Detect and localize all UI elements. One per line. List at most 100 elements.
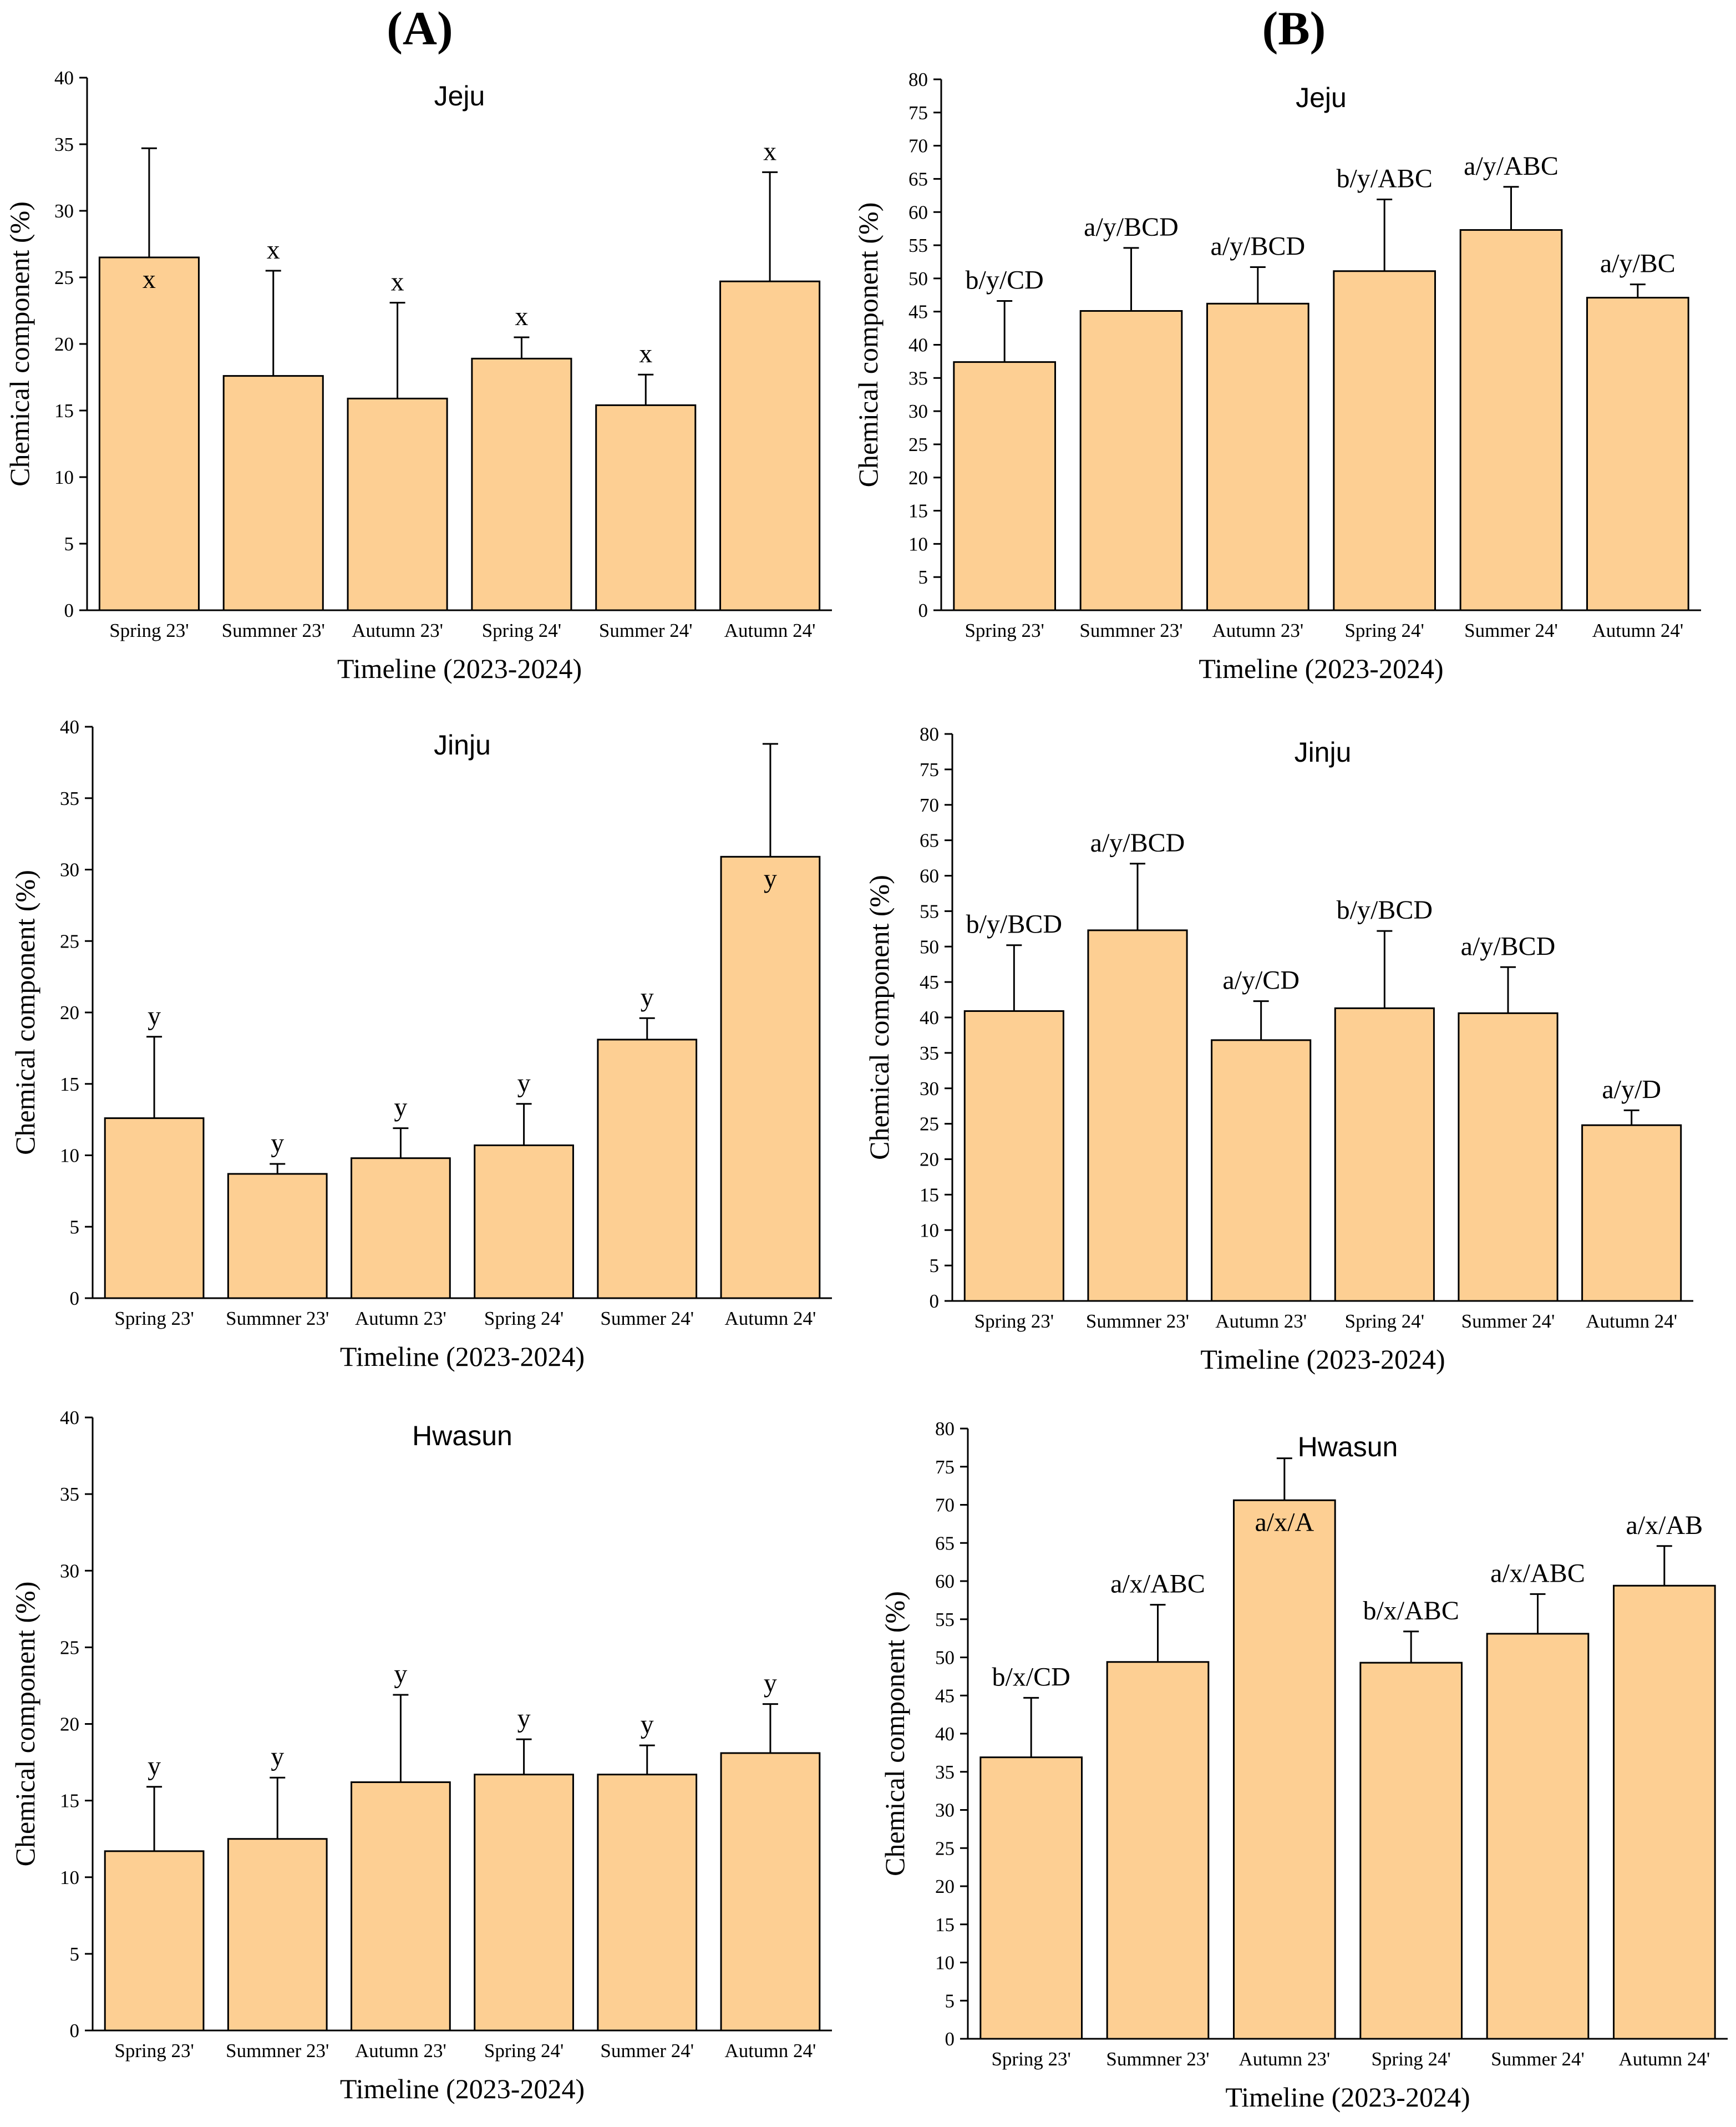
y-tick-label: 70 [908, 135, 928, 157]
y-tick-label: 10 [60, 1145, 79, 1167]
y-tick-label: 30 [908, 401, 928, 422]
bar [471, 357, 572, 611]
y-tick-label: 30 [54, 200, 74, 222]
chart-b-jeju: Jeju b/y/CD Spring 23' a/y/BCD Summner 23' a/… [852, 69, 1701, 684]
y-tick-label: 10 [908, 533, 928, 555]
bar [1486, 1633, 1590, 2040]
category-label: Autumn 23' [352, 620, 443, 641]
bar [963, 1010, 1064, 1302]
y-tick-label: 80 [920, 723, 939, 745]
category-label: Spring 24' [1371, 2048, 1450, 2070]
y-tick-label: 10 [935, 1952, 955, 1974]
data-label: a/x/A [1255, 1507, 1314, 1537]
category-label: Spring 23' [114, 1308, 194, 1329]
category-label: Spring 23' [965, 620, 1044, 641]
y-tick-label: 20 [935, 1876, 955, 1897]
y-tick-label: 0 [918, 600, 928, 621]
y-tick-label: 15 [60, 1790, 79, 1812]
category-label: Autumn 23' [355, 1308, 446, 1329]
y-tick-label: 20 [60, 1002, 79, 1024]
category-label: Summer 24' [1461, 1310, 1555, 1332]
category-label: Summer 24' [1491, 2048, 1585, 2070]
data-label: x [267, 235, 280, 265]
bar [347, 397, 448, 611]
x-axis-label: Timeline (2023-2024) [337, 653, 582, 684]
bar [1079, 310, 1183, 611]
y-tick-label: 45 [920, 971, 939, 993]
category-label: Spring 24' [484, 1308, 564, 1329]
category-label: Spring 23' [109, 620, 189, 641]
bar [720, 1752, 821, 2032]
data-label: b/y/BCD [1337, 895, 1433, 925]
bar [98, 256, 200, 611]
y-axis-label: Chemical component (%) [852, 202, 884, 488]
y-tick-label: 0 [930, 1290, 940, 1312]
y-tick-label: 25 [935, 1837, 955, 1859]
category-label: Autumn 24' [1618, 2048, 1710, 2070]
chart-b-hwasun: Hwasun b/x/CD Spring 23' a/x/ABC Summner 23'… [879, 1418, 1728, 2113]
bar [719, 280, 821, 611]
y-axis-label: Chemical component (%) [864, 875, 895, 1160]
y-tick-label: 0 [945, 2028, 955, 2050]
bar [1459, 229, 1563, 611]
category-label: Summner 23' [226, 1308, 329, 1329]
y-tick-label: 25 [60, 1637, 79, 1658]
data-label: x [515, 302, 528, 331]
data-label: a/x/ABC [1490, 1558, 1585, 1588]
bar [1586, 297, 1689, 611]
data-label: y [394, 1093, 407, 1122]
bar [1233, 1499, 1336, 2040]
category-label: Autumn 23' [1212, 620, 1303, 641]
bar [1333, 270, 1436, 611]
y-tick-label: 55 [908, 235, 928, 256]
data-label: x [143, 265, 156, 294]
category-label: Summner 23' [1106, 2048, 1209, 2070]
category-label: Summner 23' [1086, 1310, 1189, 1332]
data-label: y [641, 983, 654, 1012]
bar [1359, 1662, 1463, 2040]
bar [1613, 1584, 1716, 2040]
y-tick-label: 15 [60, 1073, 79, 1095]
y-tick-label: 50 [920, 936, 939, 958]
y-tick-label: 5 [918, 566, 928, 588]
y-tick-label: 40 [908, 335, 928, 356]
bar [474, 1774, 574, 2032]
category-label: Spring 24' [484, 2040, 564, 2062]
y-tick-label: 25 [60, 930, 79, 952]
category-label: Autumn 24' [725, 2040, 816, 2062]
category-label: Summner 23' [1079, 620, 1182, 641]
y-tick-label: 40 [54, 67, 74, 89]
y-tick-label: 35 [60, 1483, 79, 1505]
data-label: y [271, 1128, 284, 1158]
bar [1334, 1007, 1435, 1302]
y-tick-label: 45 [908, 301, 928, 323]
bar [1211, 1039, 1312, 1302]
panel-label-a: (A) [387, 2, 453, 55]
chart-title: Jeju [1296, 82, 1347, 113]
y-tick-label: 75 [920, 759, 939, 781]
y-tick-label: 5 [945, 1990, 955, 2012]
chart-a-hwasun: Hwasun y Spring 23' y Summner 23' y Autumn 23'… [9, 1407, 832, 2104]
data-label: x [763, 136, 776, 166]
chart-a-jinju: Jinju y Spring 23' y Summner 23' y Autumn 23' y… [9, 716, 832, 1372]
x-axis-label: Timeline (2023-2024) [1225, 2082, 1470, 2113]
chart-title: Jinju [434, 730, 491, 761]
category-label: Autumn 24' [1592, 620, 1683, 641]
category-label: Spring 24' [482, 620, 561, 641]
y-tick-label: 20 [54, 333, 74, 355]
y-tick-label: 30 [60, 1560, 79, 1582]
y-tick-label: 5 [930, 1255, 940, 1277]
bar [351, 1157, 451, 1299]
bar [1581, 1124, 1682, 1302]
y-tick-label: 35 [54, 134, 74, 155]
category-label: Autumn 23' [355, 2040, 446, 2062]
data-label: y [517, 1704, 531, 1733]
category-label: Spring 23' [974, 1310, 1054, 1332]
y-tick-label: 10 [54, 467, 74, 488]
chart-title: Hwasun [1298, 1431, 1398, 1462]
bar [227, 1838, 328, 2032]
y-tick-label: 10 [60, 1867, 79, 1888]
y-tick-label: 30 [935, 1800, 955, 1821]
data-label: y [641, 1710, 654, 1739]
